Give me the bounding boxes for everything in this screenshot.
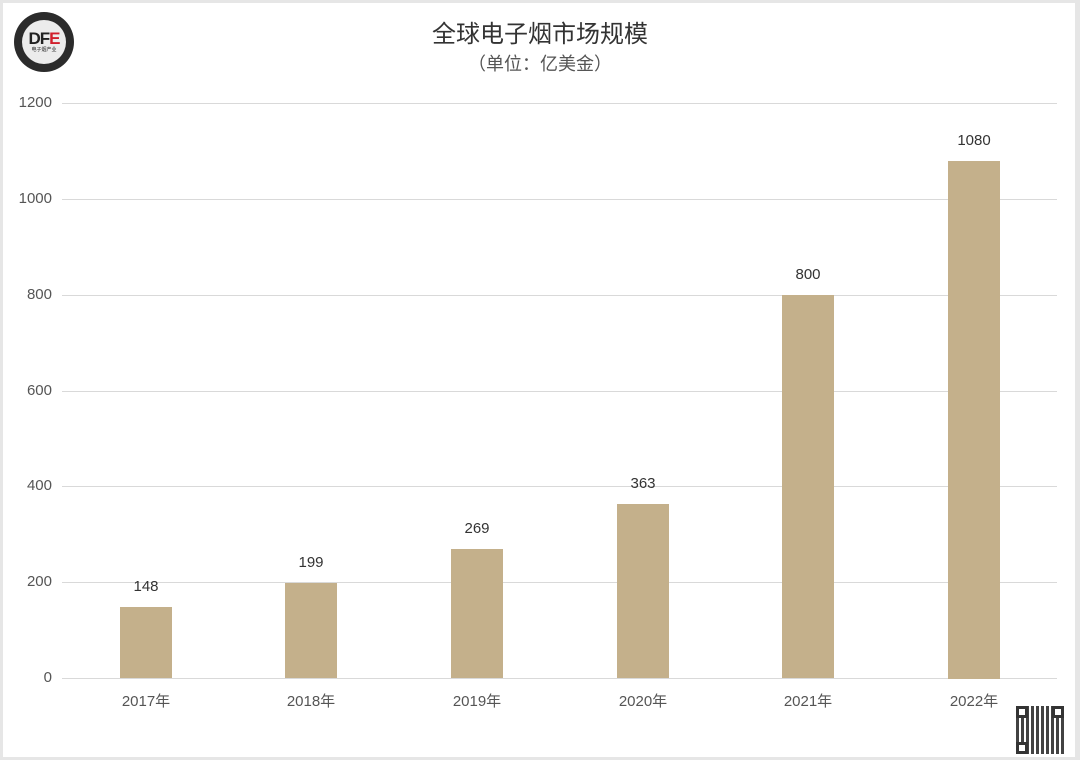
bar-2021年 [782, 295, 834, 678]
x-tick-label: 2019年 [452, 693, 502, 710]
y-tick-label: 0 [43, 669, 52, 686]
bar-2017年 [120, 607, 172, 678]
logo-text: DFE [28, 29, 60, 48]
y-tick-label: 400 [26, 477, 52, 494]
gridline [62, 295, 1057, 296]
gridline [62, 199, 1057, 200]
bar-2018年 [285, 583, 337, 678]
dfe-logo: DFE 电子烟产业 [14, 12, 74, 72]
value-label: 363 [630, 475, 656, 492]
logo-subtext: 电子烟产业 [31, 47, 57, 53]
bar-2019年 [451, 549, 503, 678]
bar-2020年 [617, 504, 669, 678]
y-tick-label: 200 [26, 573, 52, 590]
x-tick-label: 2021年 [783, 693, 833, 710]
gridline [62, 103, 1057, 104]
value-label: 1080 [957, 132, 991, 149]
gridline [62, 678, 1057, 679]
x-tick-label: 2022年 [949, 693, 999, 710]
y-tick-label: 1200 [18, 94, 52, 111]
x-tick-label: 2018年 [286, 693, 336, 710]
x-tick-label: 2017年 [121, 693, 171, 710]
logo-badge: DFE 电子烟产业 [22, 20, 66, 64]
qr-corner [1052, 706, 1064, 718]
value-label: 199 [298, 554, 324, 571]
y-tick-label: 600 [26, 382, 52, 399]
value-label: 269 [464, 520, 490, 537]
logo-text-accent: E [49, 29, 60, 48]
gridline [62, 486, 1057, 487]
value-label: 148 [133, 578, 159, 595]
chart-frame [3, 3, 1075, 757]
qr-code-icon [1016, 706, 1064, 754]
logo-text-main: DF [28, 29, 50, 48]
gridline [62, 582, 1057, 583]
chart-title: 全球电子烟市场规模 [432, 20, 648, 48]
qr-corner [1016, 706, 1028, 718]
qr-corner [1016, 742, 1028, 754]
chart-subtitle: （单位：亿美金） [468, 54, 612, 75]
bar-2022年 [948, 161, 1000, 679]
gridline [62, 391, 1057, 392]
x-tick-label: 2020年 [618, 693, 668, 710]
value-label: 800 [795, 266, 821, 283]
y-tick-label: 800 [26, 286, 52, 303]
y-tick-label: 1000 [18, 190, 52, 207]
